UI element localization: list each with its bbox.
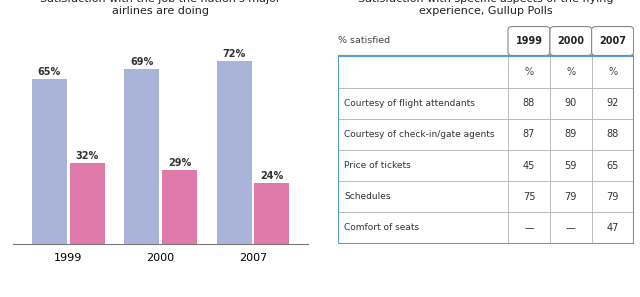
Bar — [338, 56, 634, 244]
Text: 29%: 29% — [168, 158, 191, 168]
FancyBboxPatch shape — [550, 26, 591, 56]
Text: —: — — [566, 223, 575, 233]
Text: 88: 88 — [523, 98, 535, 108]
Text: Schedules: Schedules — [344, 192, 390, 201]
Text: 89: 89 — [564, 129, 577, 139]
FancyBboxPatch shape — [508, 26, 550, 56]
Bar — [162, 170, 197, 244]
Text: 87: 87 — [523, 129, 535, 139]
Text: 45: 45 — [523, 161, 535, 170]
Text: Price of tickets: Price of tickets — [344, 161, 411, 170]
Text: 69%: 69% — [130, 57, 154, 67]
Title: Satisfaction with specific aspects of the flying
experience, Gullup Polls: Satisfaction with specific aspects of th… — [358, 0, 614, 16]
Text: 2007: 2007 — [599, 36, 626, 46]
Text: Comfort of seats: Comfort of seats — [344, 223, 419, 233]
Title: Satisfaction with the job the nation's major
airlines are doing: Satisfaction with the job the nation's m… — [40, 0, 281, 16]
Text: Courtesy of check-in/gate agents: Courtesy of check-in/gate agents — [344, 130, 494, 139]
Text: 59: 59 — [564, 161, 577, 170]
Text: 2000: 2000 — [557, 36, 584, 46]
Text: %: % — [608, 67, 617, 77]
Text: 72%: 72% — [223, 49, 246, 59]
Text: % satisfied: % satisfied — [338, 36, 390, 45]
Bar — [254, 183, 289, 244]
Text: 32%: 32% — [76, 151, 99, 160]
Text: Courtesy of flight attendants: Courtesy of flight attendants — [344, 99, 475, 108]
Text: 79: 79 — [607, 192, 619, 202]
Bar — [70, 162, 105, 244]
Text: 88: 88 — [607, 129, 619, 139]
Text: 92: 92 — [607, 98, 619, 108]
Bar — [124, 69, 159, 244]
Text: 65%: 65% — [38, 67, 61, 77]
Text: 24%: 24% — [260, 171, 284, 181]
Text: —: — — [524, 223, 534, 233]
Bar — [216, 61, 252, 244]
Text: 79: 79 — [564, 192, 577, 202]
Text: 47: 47 — [607, 223, 619, 233]
Bar — [32, 79, 67, 244]
Text: %: % — [566, 67, 575, 77]
FancyBboxPatch shape — [591, 26, 634, 56]
Text: 90: 90 — [564, 98, 577, 108]
Text: %: % — [524, 67, 534, 77]
Text: 1999: 1999 — [515, 36, 543, 46]
Text: 65: 65 — [607, 161, 619, 170]
Text: 75: 75 — [523, 192, 535, 202]
